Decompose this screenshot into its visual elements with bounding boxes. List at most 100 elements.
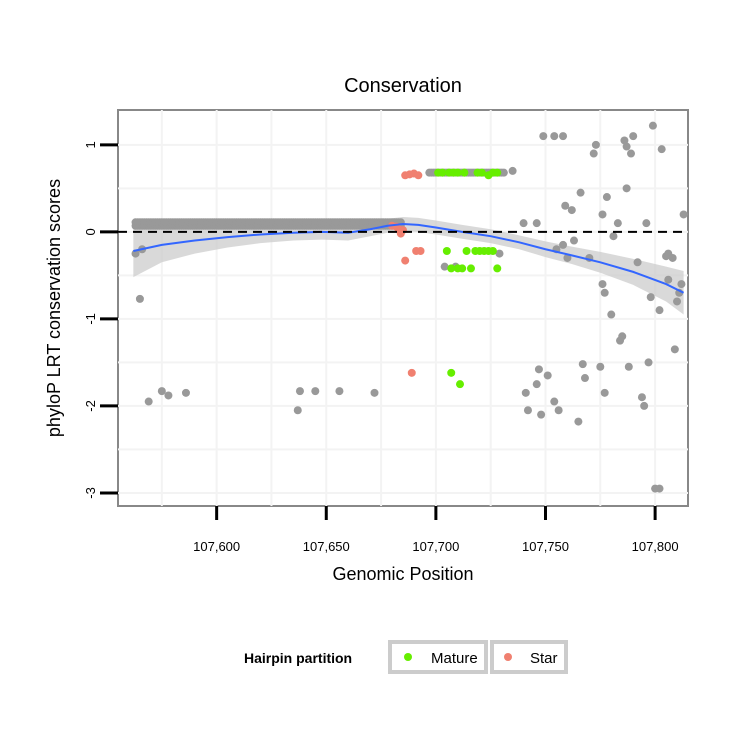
- point-mature: [462, 246, 471, 255]
- point-other: [295, 387, 304, 396]
- point-other: [600, 388, 609, 397]
- point-other: [559, 240, 568, 249]
- point-mature: [460, 168, 469, 177]
- point-other: [668, 253, 677, 262]
- point-other: [589, 149, 598, 158]
- smooth-line: [133, 223, 685, 294]
- point-other: [570, 236, 578, 245]
- y-tick-label: -3: [83, 487, 98, 499]
- point-other: [181, 388, 190, 397]
- point-mature: [447, 264, 456, 273]
- point-other: [537, 410, 546, 419]
- point-star: [401, 256, 410, 265]
- point-other: [561, 201, 570, 210]
- point-other: [618, 332, 627, 341]
- point-star: [399, 226, 407, 235]
- point-other: [534, 365, 543, 374]
- point-other: [578, 360, 587, 369]
- y-tick-label: -1: [83, 313, 98, 325]
- point-other: [673, 297, 682, 306]
- point-mature: [453, 168, 462, 177]
- point-other: [677, 280, 686, 289]
- y-tick-label: 1: [83, 141, 98, 148]
- point-other: [164, 391, 173, 400]
- legend-star-label: Star: [530, 650, 558, 667]
- point-other: [144, 397, 153, 406]
- x-axis-label: Genomic Position: [332, 564, 473, 584]
- point-other: [637, 393, 646, 402]
- x-axis: 107,600 107,650 107,700 107,750 107,800: [193, 506, 679, 554]
- confidence-band: [133, 217, 684, 315]
- point-mature: [442, 246, 451, 255]
- point-other: [609, 232, 618, 241]
- point-other: [554, 406, 563, 415]
- plot-panel: [117, 109, 689, 507]
- legend: Hairpin partition Mature Star: [244, 640, 568, 674]
- point-other: [670, 345, 679, 354]
- point-other: [620, 136, 629, 145]
- point-other: [521, 388, 530, 397]
- point-mature: [456, 380, 464, 389]
- point-other: [602, 193, 611, 202]
- point-other: [370, 388, 379, 397]
- point-other: [598, 210, 607, 219]
- point-other: [646, 293, 655, 302]
- point-other: [596, 362, 605, 371]
- point-other: [600, 288, 609, 297]
- chart-title: Conservation: [344, 75, 462, 97]
- point-other: [567, 206, 576, 215]
- point-other: [664, 275, 673, 284]
- point-mature: [466, 264, 475, 273]
- point-mature: [447, 368, 456, 377]
- y-tick-label: 0: [83, 228, 98, 235]
- point-other: [613, 219, 622, 228]
- point-other: [648, 121, 657, 130]
- legend-title: Hairpin partition: [244, 650, 352, 666]
- point-other: [550, 132, 559, 141]
- point-other: [642, 219, 651, 228]
- point-star: [407, 368, 416, 377]
- point-other: [622, 184, 631, 193]
- point-other: [633, 258, 642, 267]
- point-other: [598, 280, 607, 289]
- point-other: [629, 132, 638, 141]
- point-other: [624, 362, 633, 371]
- point-other: [495, 249, 504, 258]
- point-other: [655, 306, 664, 315]
- point-other: [532, 219, 541, 228]
- point-other: [559, 132, 568, 141]
- x-tick-label: 107,800: [632, 539, 679, 554]
- plot-border: [117, 109, 689, 507]
- point-other: [519, 219, 528, 228]
- point-mature: [438, 168, 447, 177]
- point-other: [563, 253, 572, 262]
- point-star: [416, 246, 425, 255]
- point-other: [580, 374, 589, 383]
- point-mature: [493, 168, 502, 177]
- point-mature: [477, 168, 486, 177]
- point-other: [543, 371, 552, 380]
- point-other: [508, 166, 517, 175]
- smooth-curve: [133, 223, 685, 294]
- point-other: [655, 484, 664, 493]
- legend-mature-marker: [404, 653, 412, 661]
- legend-star-marker: [504, 653, 512, 661]
- y-tick-label: -2: [83, 400, 98, 412]
- point-other: [574, 417, 583, 426]
- point-other: [335, 387, 344, 396]
- point-other: [440, 262, 449, 271]
- point-other: [499, 168, 508, 177]
- y-axis-label: phyloP LRT conservation scores: [44, 179, 64, 437]
- y-axis: -3 -2 -1 0 1: [83, 141, 118, 499]
- point-other: [644, 358, 653, 367]
- point-other: [539, 132, 548, 141]
- point-other: [157, 387, 166, 396]
- point-other: [532, 380, 541, 389]
- point-other: [550, 397, 559, 406]
- x-tick-label: 107,650: [303, 539, 350, 554]
- point-other: [640, 401, 649, 410]
- x-tick-label: 107,750: [522, 539, 569, 554]
- point-other: [627, 149, 635, 158]
- point-other: [679, 210, 688, 219]
